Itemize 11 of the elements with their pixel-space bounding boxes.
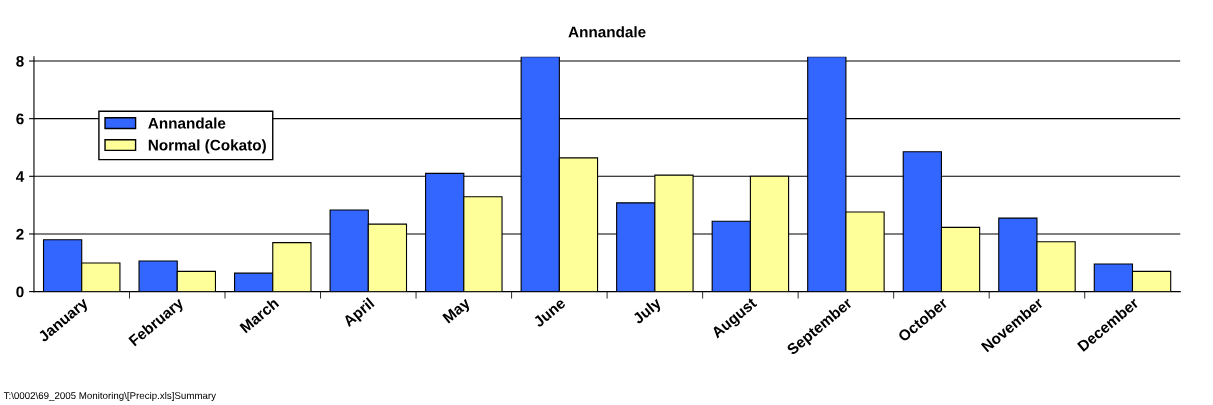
x-tick-label: May xyxy=(442,296,473,326)
text: T:\0002\69_2005 Monitoring\[Precip.xls]Summary xyxy=(3,391,216,401)
y-tick-label: 8 xyxy=(16,55,24,67)
y-tick-label: 6 xyxy=(16,113,24,125)
legend-label: Annandale xyxy=(148,117,226,129)
chart-title: Annandale xyxy=(568,26,646,38)
y-tick-label: 0 xyxy=(16,286,24,298)
legend-label: Normal (Cokato) xyxy=(148,139,266,154)
y-tick-label: 2 xyxy=(16,228,24,240)
x-tick-label: July xyxy=(631,296,664,327)
y-tick-label: 4 xyxy=(15,171,25,182)
